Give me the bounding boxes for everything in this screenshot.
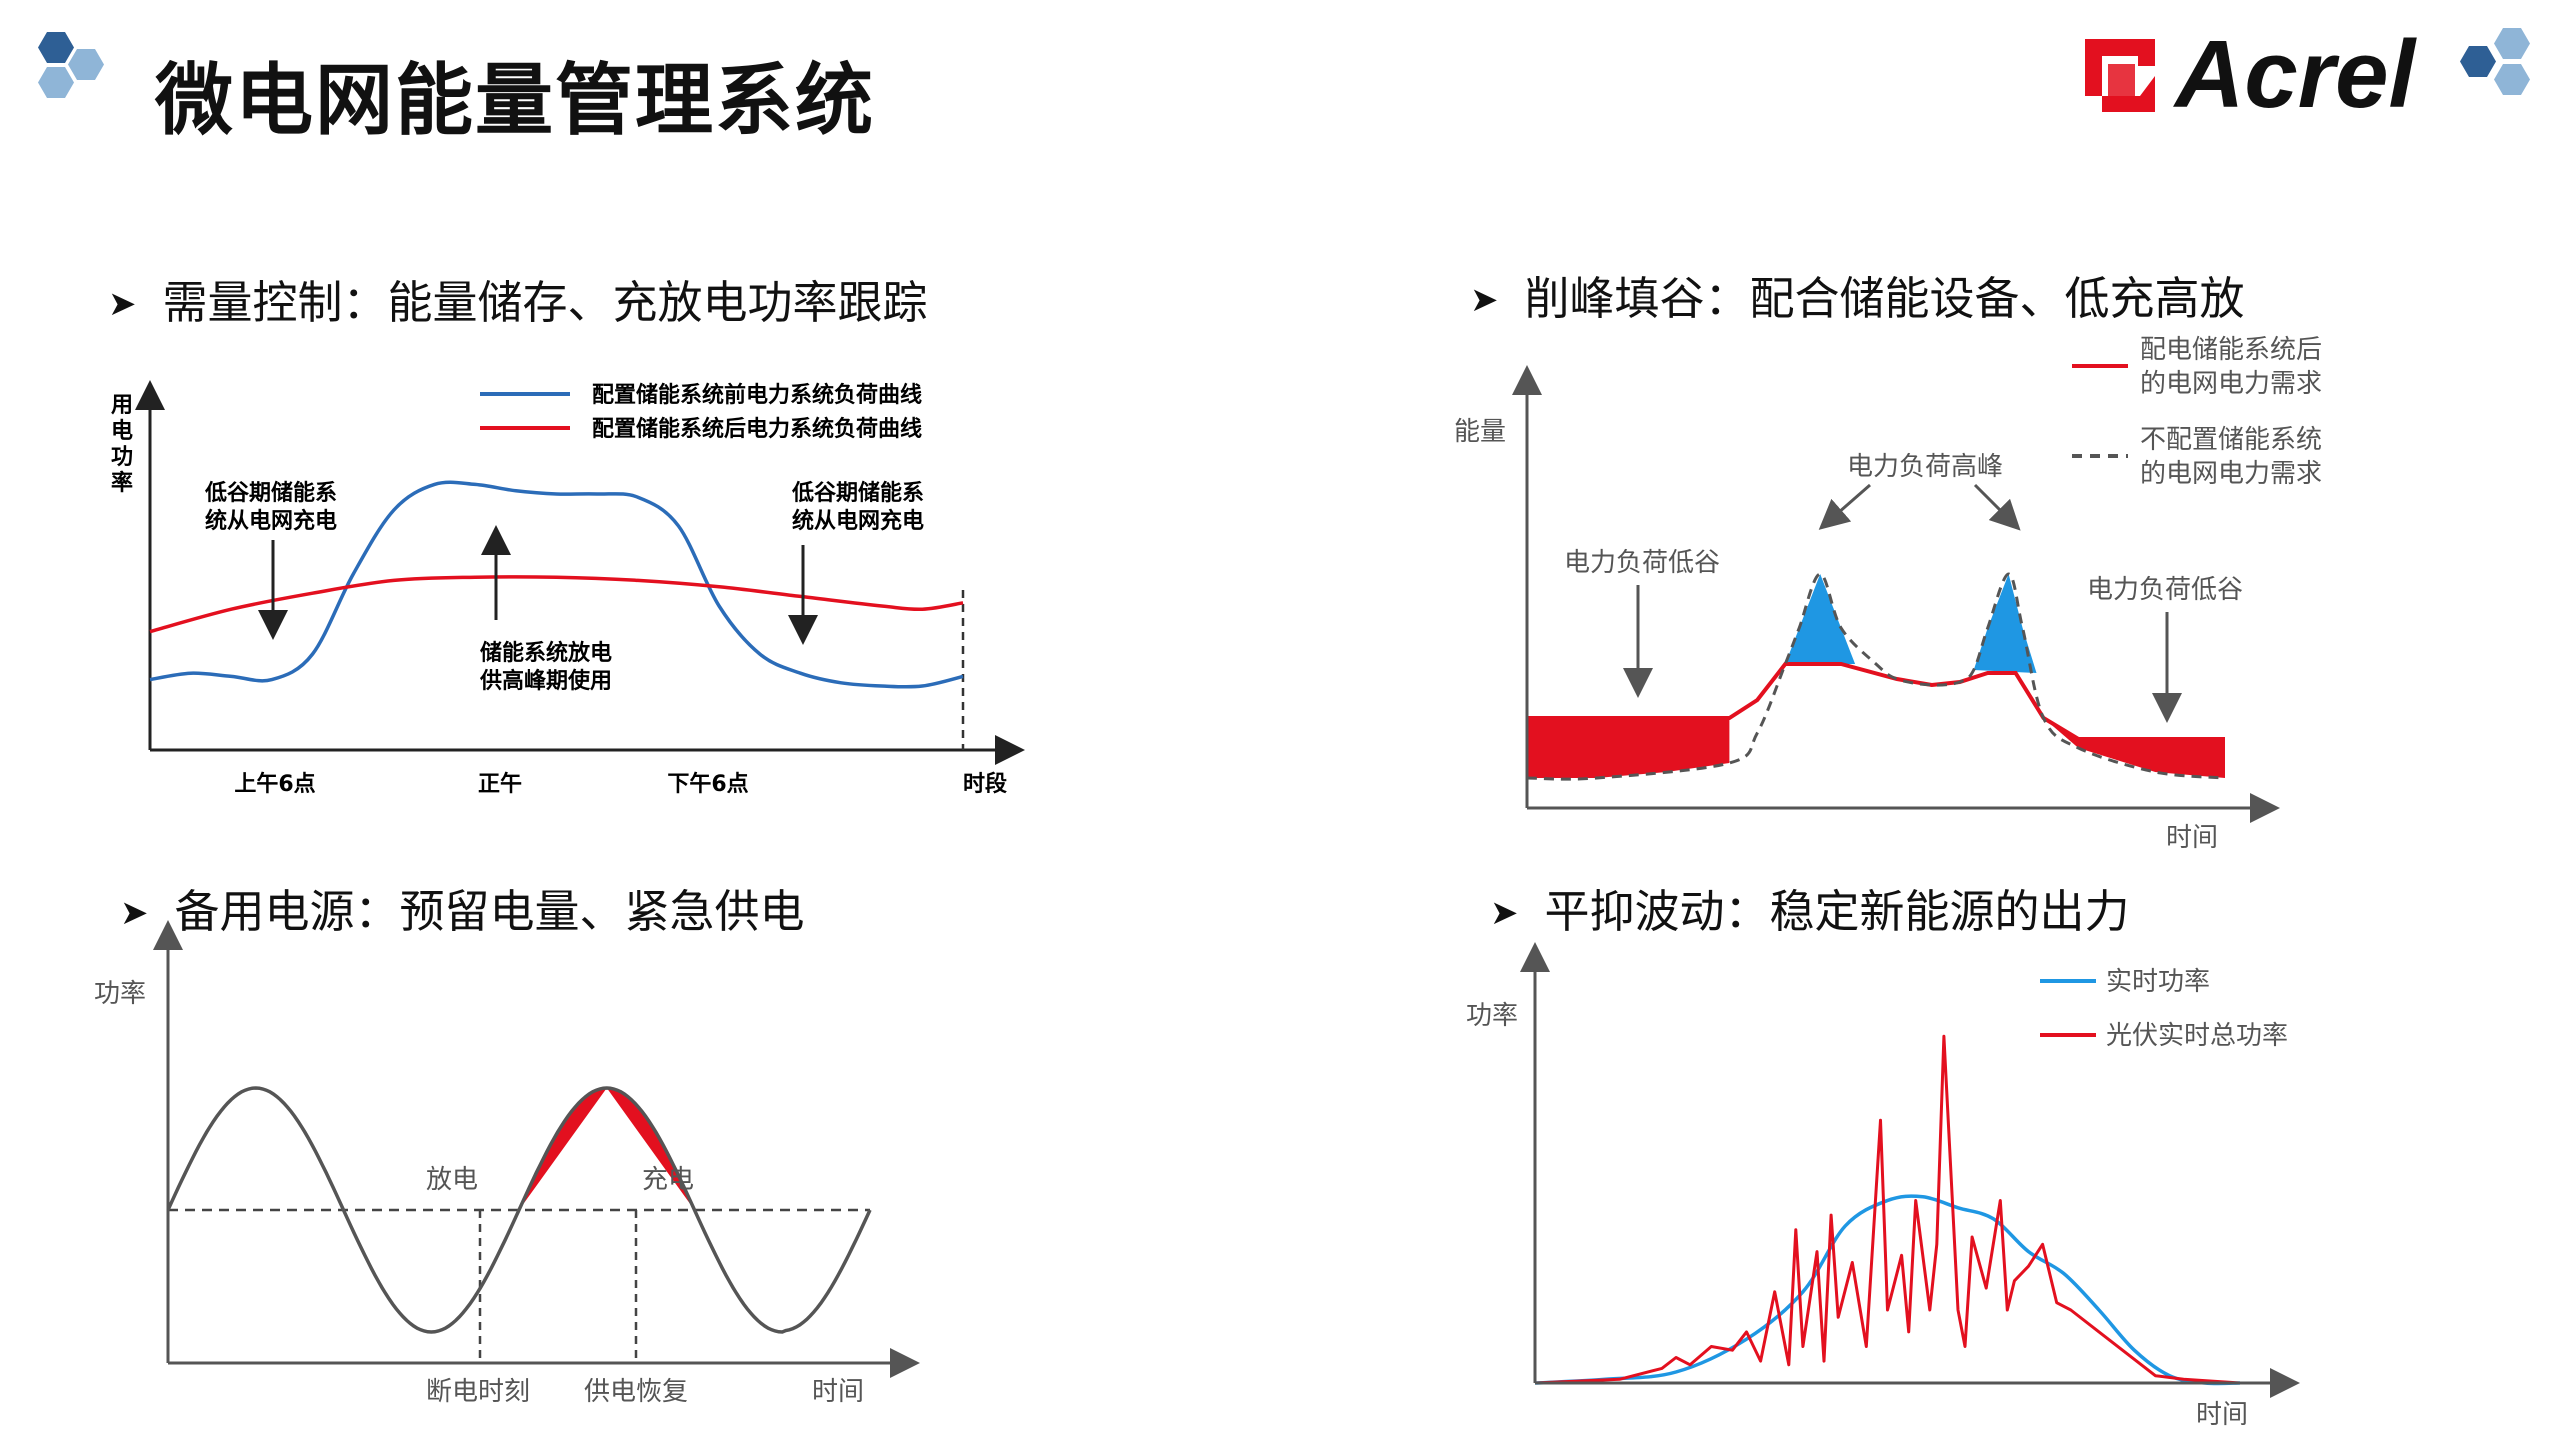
bullet-arrow-icon: ➤ — [120, 893, 149, 933]
svg-text:电力负荷低谷: 电力负荷低谷 — [1564, 548, 1720, 578]
series-line-pv-total — [1534, 1034, 2241, 1385]
x-tick-label: 上午6点 — [234, 771, 315, 797]
y-axis-label: 能量 — [1454, 417, 1506, 447]
x-axis-label: 时间 — [812, 1377, 864, 1407]
brand-hex-icon — [2460, 28, 2540, 108]
section-heading-demand: ➤ 需量控制：能量储存、充放电功率跟踪 — [108, 276, 928, 329]
section-heading-smoothing: ➤ 平抑波动：稳定新能源的出力 — [1490, 885, 2130, 938]
valley-fill-area — [1527, 718, 1730, 778]
svg-text:低谷期储能系统从电网充电: 低谷期储能系统从电网充电 — [791, 480, 924, 534]
legend-label-realtime: 实时功率 — [2106, 967, 2210, 997]
svg-text:电力负荷低谷: 电力负荷低谷 — [2087, 575, 2243, 605]
annotation-valley-right: 电力负荷低谷 — [2087, 575, 2243, 723]
peak-fill-area — [1785, 574, 1856, 664]
annotation-power-restored: 供电恢复 — [584, 1377, 688, 1407]
chart-backup-power: 功率 时间 放电 充电 断电时刻 供电恢复 — [94, 920, 920, 1407]
svg-text:低谷期储能系统从电网充电: 低谷期储能系统从电网充电 — [204, 480, 337, 534]
x-axis-label: 时间 — [2166, 823, 2218, 853]
x-tick-label: 下午6点 — [667, 771, 748, 797]
acrel-logo-icon — [2080, 34, 2160, 114]
annotation-discharge: 储能系统放电供高峰期使用 — [479, 525, 612, 694]
legend-label-with-storage: 配电储能系统后的电网电力需求 — [2140, 335, 2322, 399]
annotation-discharge: 放电 — [426, 1165, 478, 1195]
x-tick-label: 正午 — [478, 771, 522, 797]
x-axis-label: 时段 — [963, 771, 1007, 797]
y-axis-label: 功率 — [94, 979, 146, 1009]
chart-demand-control: 用电功率 时段 上午6点 正午 下午6点 配置储能系统前电力系统负荷曲线 配置储… — [111, 380, 1025, 797]
series-line-before — [149, 480, 964, 689]
annotation-outage-time: 断电时刻 — [426, 1377, 530, 1407]
chart-smoothing: 功率 时间 实时功率 光伏实时总功率 — [1466, 942, 2300, 1430]
brand-name: Acrel — [2175, 21, 2416, 128]
section-heading-backup: ➤ 备用电源：预留电量、紧急供电 — [120, 885, 805, 938]
bullet-arrow-icon: ➤ — [1490, 893, 1519, 933]
charge-fill-area — [606, 1088, 695, 1210]
peak-fill-area — [1973, 574, 2037, 673]
valley-fill-area — [2043, 718, 2225, 778]
series-line-power — [166, 1086, 872, 1334]
annotation-valley-left: 电力负荷低谷 — [1564, 548, 1720, 698]
svg-text:电力负荷高峰: 电力负荷高峰 — [1847, 452, 2003, 482]
svg-text:储能系统放电供高峰期使用: 储能系统放电供高峰期使用 — [479, 640, 612, 694]
annotation-peak: 电力负荷高峰 — [1818, 452, 2021, 531]
annotation-charge: 充电 — [642, 1165, 694, 1195]
legend-label-before: 配置储能系统前电力系统负荷曲线 — [592, 382, 922, 408]
page-title: 微电网能量管理系统 — [155, 56, 876, 146]
series-line-without-storage — [1526, 572, 2226, 781]
annotation-valley-left: 低谷期储能系统从电网充电 — [204, 480, 337, 640]
y-axis-label: 用电功率 — [111, 393, 133, 496]
y-axis-label: 功率 — [1466, 1001, 1518, 1031]
bullet-arrow-icon: ➤ — [108, 284, 137, 324]
x-axis-label: 时间 — [2196, 1400, 2248, 1430]
legend-label-after: 配置储能系统后电力系统负荷曲线 — [592, 416, 922, 442]
section-heading-peak: ➤ 削峰填谷：配合储能设备、低充高放 — [1470, 272, 2245, 325]
legend-label-without-storage: 不配置储能系统的电网电力需求 — [2140, 425, 2322, 489]
title-logo-icon — [38, 32, 118, 112]
legend-label-pv-total: 光伏实时总功率 — [2106, 1021, 2288, 1051]
annotation-valley-right: 低谷期储能系统从电网充电 — [788, 480, 924, 645]
bullet-arrow-icon: ➤ — [1470, 280, 1499, 320]
discharge-fill-area — [519, 1088, 607, 1210]
series-line-after — [149, 575, 964, 634]
chart-peak-shaving: 能量 时间 配电储能系统后的电网电力需求 不配置储能系统的电网电力需求 电力负荷… — [1454, 335, 2322, 853]
